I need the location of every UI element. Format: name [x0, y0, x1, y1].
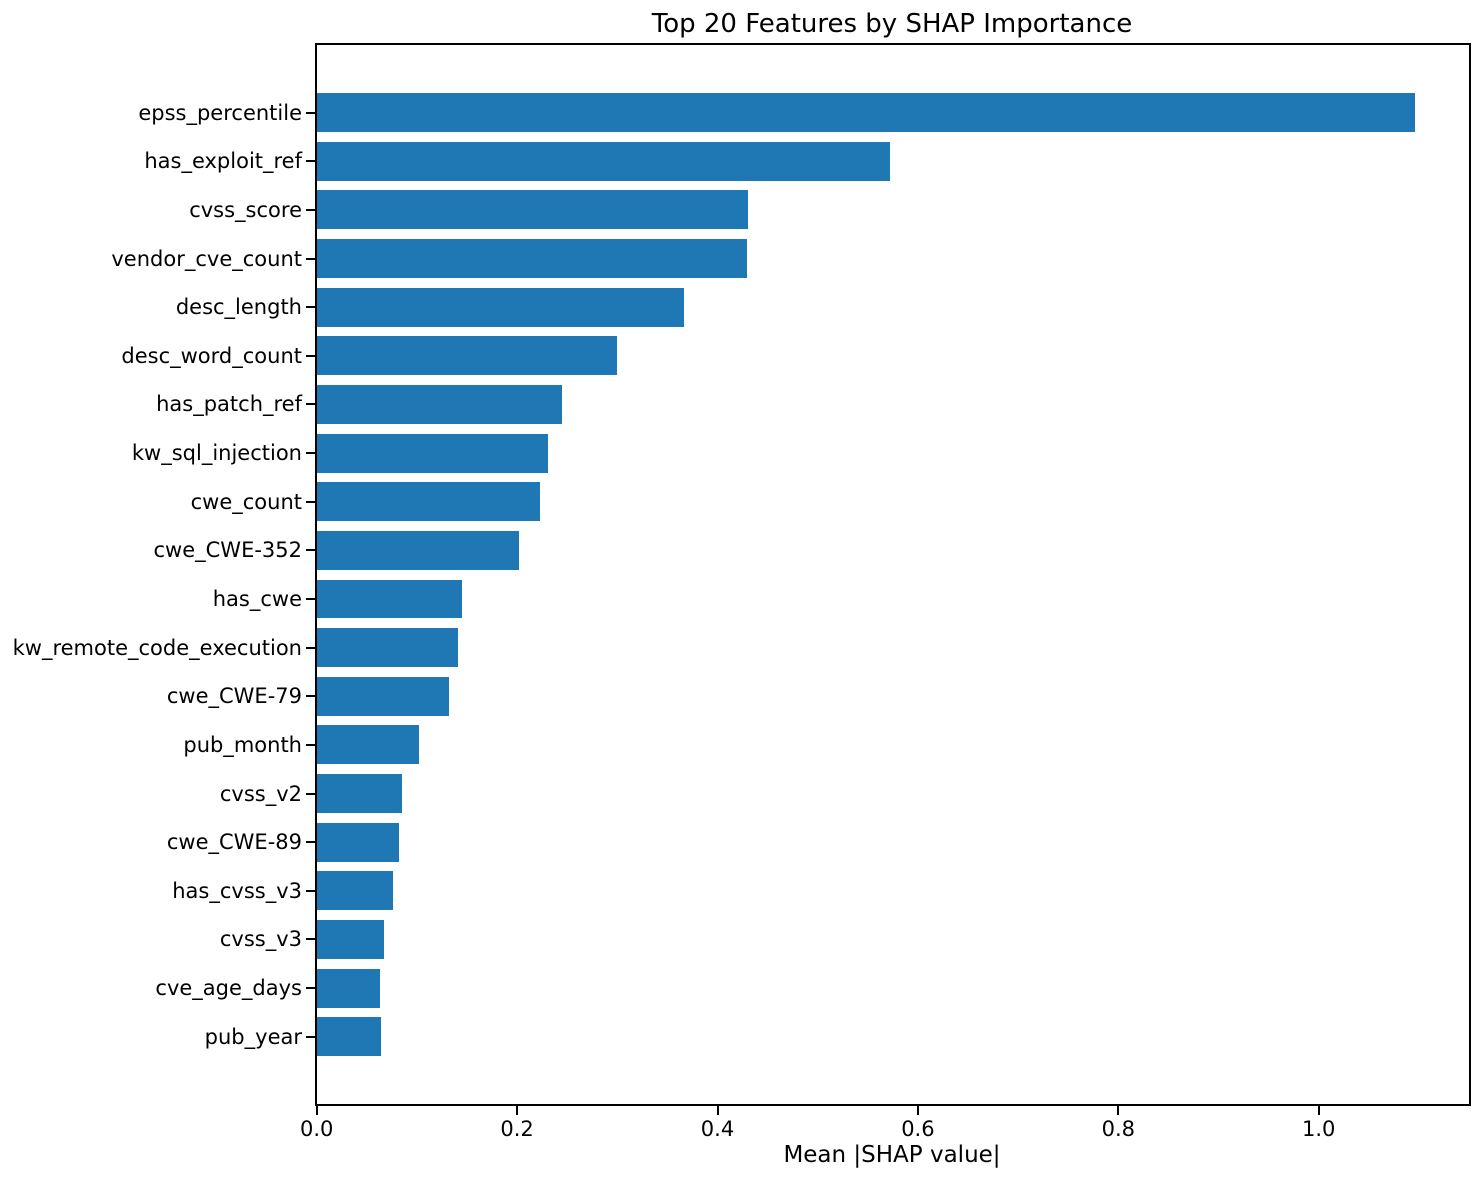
y-tick-mark [305, 889, 315, 892]
y-tick-mark [305, 354, 315, 357]
bar-has_exploit_ref [316, 141, 890, 181]
y-tick-mark [305, 452, 315, 455]
y-tick-mark [305, 111, 315, 114]
y-tick-label-desc_length: desc_length [175, 295, 302, 320]
x-tick-label-0.8: 0.8 [1101, 1117, 1135, 1142]
y-tick-mark [305, 646, 315, 649]
y-tick-mark [305, 792, 315, 795]
y-tick-mark [305, 549, 315, 552]
x-tick-label-0.0: 0.0 [299, 1117, 334, 1142]
y-tick-label-has_cwe: has_cwe [212, 586, 302, 611]
x-tick-mark [1317, 1106, 1320, 1116]
bar-cwe_CWE-352 [316, 530, 520, 570]
y-tick-mark [305, 841, 315, 844]
y-tick-mark [305, 695, 315, 698]
x-tick-mark [1117, 1106, 1120, 1116]
y-tick-label-cwe_CWE-89: cwe_CWE-89 [166, 830, 302, 855]
y-tick-label-has_exploit_ref: has_exploit_ref [144, 149, 302, 174]
x-tick-label-1.0: 1.0 [1301, 1117, 1336, 1142]
y-tick-mark [305, 597, 315, 600]
y-tick-mark [305, 1035, 315, 1038]
y-tick-label-cvss_v3: cvss_v3 [219, 927, 302, 952]
x-tick-label-0.4: 0.4 [700, 1117, 735, 1142]
x-tick-mark [315, 1106, 318, 1116]
bar-cvss_v2 [316, 774, 402, 813]
chart-title: Top 20 Features by SHAP Importance [651, 9, 1133, 39]
y-tick-label-has_cvss_v3: has_cvss_v3 [172, 878, 302, 903]
bar-kw_remote_code_execution [316, 628, 458, 668]
bar-has_cwe [316, 579, 462, 619]
y-tick-mark [305, 257, 315, 260]
y-tick-label-desc_word_count: desc_word_count [121, 343, 302, 368]
y-tick-label-kw_remote_code_execution: kw_remote_code_execution [12, 635, 302, 660]
x-tick-mark [916, 1106, 919, 1116]
x-axis-label: Mean |SHAP value| [783, 1142, 1001, 1168]
y-tick-mark [305, 743, 315, 746]
y-tick-label-has_patch_ref: has_patch_ref [156, 392, 302, 417]
y-tick-mark [305, 208, 315, 211]
x-tick-label-0.6: 0.6 [901, 1117, 935, 1142]
bar-pub_year [316, 1017, 381, 1057]
x-tick-label-0.2: 0.2 [500, 1117, 534, 1142]
y-tick-label-cve_age_days: cve_age_days [155, 976, 302, 1001]
bar-cvss_v3 [316, 919, 384, 959]
bar-cvss_score [316, 190, 748, 230]
bar-pub_month [316, 725, 419, 765]
bar-epss_percentile [316, 93, 1415, 133]
bar-cve_age_days [316, 968, 380, 1008]
y-tick-label-pub_month: pub_month [183, 732, 302, 757]
x-tick-mark [716, 1106, 719, 1116]
bar-cwe_count [316, 482, 541, 522]
y-tick-mark [305, 306, 315, 309]
y-tick-mark [305, 987, 315, 990]
y-tick-label-cvss_score: cvss_score [189, 197, 302, 222]
bar-has_patch_ref [316, 384, 563, 424]
y-tick-mark [305, 938, 315, 941]
bar-desc_word_count [316, 336, 618, 376]
y-tick-label-cvss_v2: cvss_v2 [219, 781, 302, 806]
y-tick-mark [305, 160, 315, 163]
y-tick-label-cwe_count: cwe_count [190, 489, 302, 514]
y-tick-mark [305, 403, 315, 406]
y-tick-label-cwe_CWE-79: cwe_CWE-79 [166, 684, 302, 709]
y-tick-label-vendor_cve_count: vendor_cve_count [111, 246, 302, 271]
bar-desc_length [316, 287, 685, 327]
bar-has_cvss_v3 [316, 871, 393, 911]
bar-vendor_cve_count [316, 239, 747, 278]
y-tick-label-cwe_CWE-352: cwe_CWE-352 [153, 538, 303, 563]
y-tick-label-pub_year: pub_year [204, 1024, 302, 1049]
y-tick-mark [305, 500, 315, 503]
y-tick-label-kw_sql_injection: kw_sql_injection [131, 441, 302, 466]
y-tick-label-epss_percentile: epss_percentile [138, 100, 302, 125]
bar-kw_sql_injection [316, 433, 549, 473]
x-tick-mark [516, 1106, 519, 1116]
bar-cwe_CWE-89 [316, 822, 399, 862]
bar-cwe_CWE-79 [316, 676, 449, 716]
